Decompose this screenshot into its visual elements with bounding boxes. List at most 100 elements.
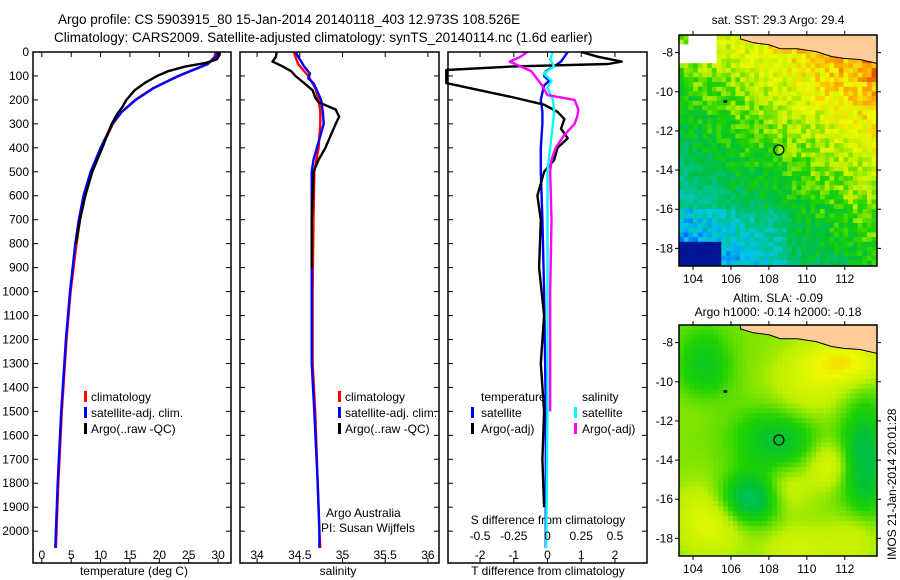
map-cell — [730, 105, 736, 111]
map-cell — [768, 119, 774, 125]
map-cell — [742, 496, 748, 502]
map-cell — [762, 442, 768, 448]
map-cell — [730, 138, 736, 144]
map-cell — [875, 408, 878, 414]
map-cell — [762, 432, 768, 438]
map-cell — [679, 442, 685, 448]
map-cell — [697, 213, 703, 219]
map-cell — [711, 260, 717, 266]
map-cell — [787, 53, 793, 59]
map-cell — [762, 535, 768, 541]
map-cell — [708, 339, 714, 345]
map-cell — [697, 190, 703, 196]
map-cell — [721, 241, 727, 247]
map-cell — [737, 432, 743, 438]
map-cell — [698, 442, 704, 448]
map-cell — [835, 369, 841, 375]
map-cell — [730, 49, 736, 55]
map-cell — [703, 383, 709, 389]
map-cell — [821, 550, 827, 556]
map-cell — [830, 452, 837, 458]
argo-position-marker — [773, 144, 785, 156]
map-cell — [796, 344, 802, 350]
map-cell — [857, 171, 863, 177]
map-cell — [747, 521, 753, 527]
map-cell — [871, 110, 877, 116]
map-cell — [777, 545, 783, 551]
map-cell — [875, 491, 878, 497]
map-cell — [773, 255, 778, 261]
map-cell — [754, 208, 760, 214]
map-cell — [852, 58, 858, 64]
map-cell — [758, 96, 764, 102]
map-cell — [742, 535, 748, 541]
map-cell — [772, 476, 778, 483]
legend-label-argo: Argo(..raw -QC) — [91, 422, 176, 436]
map-cell — [757, 437, 763, 443]
map-cell — [787, 255, 793, 261]
map-cell — [721, 35, 727, 40]
map-cell — [697, 58, 703, 64]
map-cell — [726, 143, 731, 149]
map-cell — [683, 143, 689, 149]
map-cell — [726, 114, 731, 120]
map-cell — [815, 129, 821, 134]
map-cell — [786, 447, 792, 453]
map-cell — [782, 82, 788, 87]
map-cell — [815, 124, 821, 130]
map-cell — [796, 96, 802, 102]
map-cell — [707, 218, 713, 224]
map-cell — [702, 39, 708, 45]
legend-marker-satellite — [84, 407, 87, 418]
map-cell — [713, 359, 719, 365]
map-cell — [840, 481, 846, 487]
map-cell — [871, 138, 877, 144]
map-cell — [688, 35, 694, 40]
map-cell — [679, 349, 685, 355]
map-cell — [683, 349, 690, 355]
map-cell — [815, 143, 821, 149]
map-cell — [730, 166, 736, 172]
map-cell — [754, 166, 760, 172]
map-cell — [782, 124, 788, 130]
map-cell — [843, 166, 849, 172]
map-cell — [752, 408, 758, 414]
map-cell — [744, 86, 750, 92]
map-cell — [777, 467, 783, 473]
map-cell — [683, 185, 689, 191]
map-cell — [830, 442, 837, 448]
map-cell — [679, 129, 684, 134]
map-cell — [683, 35, 689, 40]
map-cell — [845, 481, 851, 487]
map-cell — [777, 176, 783, 181]
map-cell — [806, 452, 812, 458]
map-cell — [781, 403, 788, 409]
map-cell — [723, 501, 729, 507]
map-cell — [698, 462, 704, 468]
map-cell — [840, 462, 846, 468]
map-cell — [852, 251, 858, 257]
map-cell — [867, 114, 872, 120]
map-cell — [821, 388, 827, 394]
map-cell — [752, 432, 758, 438]
map-cell — [688, 388, 694, 394]
map-cell — [768, 114, 774, 120]
map-cell — [845, 364, 851, 370]
map-cell — [782, 227, 788, 233]
map-cell — [796, 204, 802, 210]
map-cell — [713, 339, 719, 345]
map-cell — [815, 119, 821, 125]
map-cell — [805, 96, 811, 102]
lat-tick-label: -16 — [656, 492, 674, 506]
map-cell — [815, 251, 821, 257]
map-cell — [820, 199, 825, 205]
map-cell — [730, 44, 736, 50]
map-cell — [777, 260, 783, 266]
map-cell — [777, 393, 783, 399]
map-cell — [703, 472, 709, 478]
map-cell — [791, 143, 797, 149]
map-cell — [777, 423, 783, 429]
s-diff-tick-label: 0 — [544, 529, 551, 543]
map-cell — [810, 53, 816, 59]
map-cell — [852, 152, 858, 158]
